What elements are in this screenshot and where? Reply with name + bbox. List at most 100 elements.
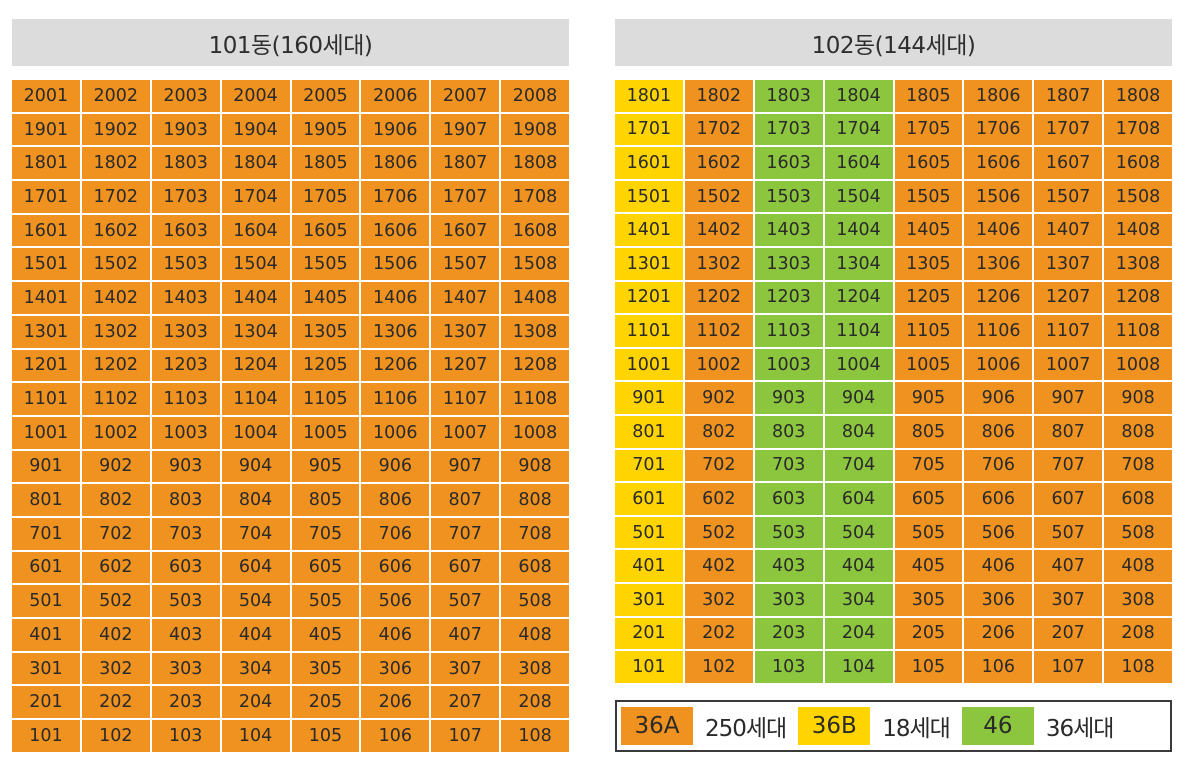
- building-102: 102동(144세대) 1801 1802 1803 1804 1805 1806 1807…: [615, 19, 1172, 683]
- unit-cell: 1406: [964, 214, 1033, 246]
- unit-cell: 1306: [964, 247, 1033, 280]
- unit-cell: 1205: [291, 349, 360, 382]
- unit-cell: 502: [684, 516, 753, 549]
- unit-cell: 2007: [431, 80, 500, 112]
- legend-count: 18세대: [882, 716, 951, 742]
- unit-cell: 1207: [431, 349, 500, 382]
- unit-cell: 1705: [894, 113, 963, 146]
- unit-cell: 1907: [431, 113, 500, 146]
- unit-cell: 704: [824, 449, 893, 482]
- legend-swatch: 36A: [621, 707, 693, 745]
- unit-cell: 201: [615, 617, 683, 650]
- unit-cell: 807: [1034, 415, 1103, 448]
- legend-count: 250세대: [705, 716, 787, 742]
- unit-cell: 1507: [431, 248, 500, 281]
- unit-cell: 108: [1104, 651, 1172, 683]
- unit-cell: 1304: [221, 315, 290, 348]
- unit-cell: 1408: [1104, 214, 1172, 246]
- unit-cell: 403: [151, 619, 220, 651]
- unit-cell: 1603: [151, 214, 220, 247]
- unit-cell: 1508: [501, 248, 569, 281]
- unit-cell: 1702: [684, 113, 753, 146]
- unit-cell: 305: [894, 583, 963, 616]
- unit-cell: 1001: [615, 348, 683, 381]
- unit-cell: 1806: [361, 147, 430, 180]
- unit-cell: 106: [361, 720, 430, 752]
- unit-cell: 1503: [754, 180, 823, 213]
- unit-cell: 1402: [81, 282, 150, 314]
- unit-cell: 1904: [221, 113, 290, 146]
- unit-cell: 401: [615, 550, 683, 582]
- unit-cell: 1406: [361, 282, 430, 314]
- unit-cell: 908: [1104, 382, 1172, 414]
- unit-cell: 205: [291, 686, 360, 719]
- unit-cell: 805: [894, 415, 963, 448]
- unit-cell: 905: [894, 382, 963, 414]
- unit-cell: 602: [81, 551, 150, 584]
- unit-cell: 204: [824, 617, 893, 650]
- unit-cell: 206: [964, 617, 1033, 650]
- unit-cell: 1703: [754, 113, 823, 146]
- unit-cell: 1108: [501, 383, 569, 415]
- unit-cell: 1905: [291, 113, 360, 146]
- unit-cell: 505: [894, 516, 963, 549]
- unit-cell: 1302: [684, 247, 753, 280]
- unit-cell: 1703: [151, 181, 220, 213]
- unit-cell: 1702: [81, 181, 150, 213]
- unit-cell: 903: [151, 450, 220, 483]
- unit-cell: 1305: [291, 315, 360, 348]
- unit-cell: 1005: [291, 416, 360, 449]
- unit-cell: 1701: [615, 113, 683, 146]
- unit-cell: 1805: [894, 80, 963, 112]
- unit-cell: 904: [824, 382, 893, 414]
- unit-cell: 1307: [431, 315, 500, 348]
- unit-cell: 408: [1104, 550, 1172, 582]
- unit-cell: 805: [291, 484, 360, 516]
- unit-grid: 1801 1802 1803 1804 1805 1806 1807 1808 1701 1702…: [615, 80, 1172, 683]
- unit-cell: 405: [291, 619, 360, 651]
- unit-cell: 1602: [81, 214, 150, 247]
- legend-item-46: 46 36세대: [961, 707, 1126, 745]
- unit-cell: 1204: [824, 281, 893, 314]
- unit-cell: 2006: [361, 80, 430, 112]
- unit-cell: 906: [964, 382, 1033, 414]
- unit-cell: 1605: [291, 214, 360, 247]
- unit-cell: 203: [151, 686, 220, 719]
- unit-cell: 207: [1034, 617, 1103, 650]
- unit-cell: 1103: [754, 315, 823, 347]
- unit-cell: 703: [151, 517, 220, 550]
- unit-cell: 704: [221, 517, 290, 550]
- unit-cell: 2005: [291, 80, 360, 112]
- unit-cell: 1004: [221, 416, 290, 449]
- unit-cell: 1305: [894, 247, 963, 280]
- unit-cell: 1804: [824, 80, 893, 112]
- unit-cell: 305: [291, 652, 360, 685]
- unit-cell: 307: [431, 652, 500, 685]
- unit-cell: 2004: [221, 80, 290, 112]
- unit-cell: 1107: [1034, 315, 1103, 347]
- unit-cell: 1507: [1034, 180, 1103, 213]
- unit-cell: 204: [221, 686, 290, 719]
- unit-cell: 506: [361, 585, 430, 617]
- unit-cell: 105: [291, 720, 360, 752]
- unit-cell: 502: [81, 585, 150, 617]
- unit-cell: 1105: [894, 315, 963, 347]
- unit-cell: 1308: [1104, 247, 1172, 280]
- unit-cell: 1508: [1104, 180, 1172, 213]
- unit-cell: 801: [615, 415, 683, 448]
- unit-cell: 301: [615, 583, 683, 616]
- unit-cell: 901: [615, 382, 683, 414]
- unit-cell: 1807: [1034, 80, 1103, 112]
- unit-cell: 1008: [1104, 348, 1172, 381]
- unit-cell: 1202: [81, 349, 150, 382]
- unit-cell: 103: [151, 720, 220, 752]
- legend-swatch: 46: [961, 707, 1034, 745]
- unit-cell: 603: [754, 483, 823, 515]
- unit-cell: 1503: [151, 248, 220, 281]
- unit-cell: 208: [501, 686, 569, 719]
- unit-cell: 1404: [221, 282, 290, 314]
- unit-cell: 1004: [824, 348, 893, 381]
- legend-item-36A: 36A 250세대: [621, 707, 798, 745]
- unit-cell: 408: [501, 619, 569, 651]
- unit-cell: 804: [221, 484, 290, 516]
